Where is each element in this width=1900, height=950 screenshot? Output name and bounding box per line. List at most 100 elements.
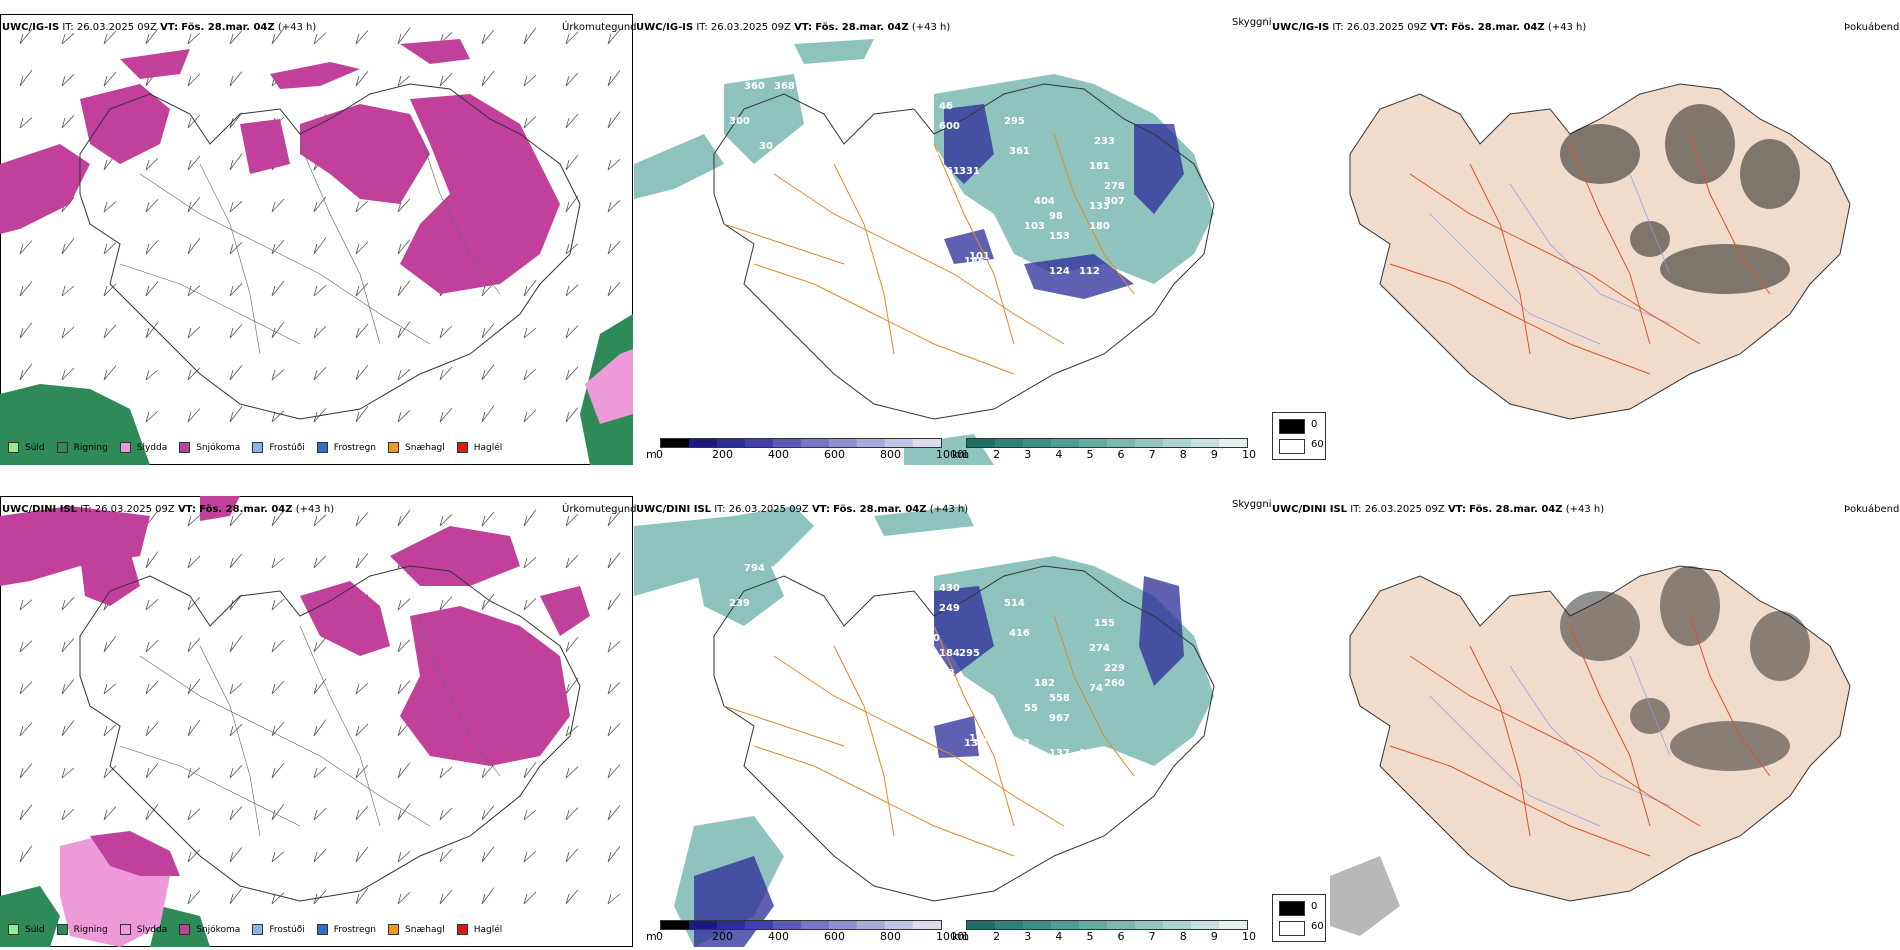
fog-legend-swatch-60	[1279, 439, 1305, 454]
fog-panel-1	[1270, 14, 1900, 465]
cloud-base-label: 18	[759, 623, 773, 634]
legend-item: Haglél	[456, 442, 502, 453]
wind-barb	[61, 808, 75, 821]
cloud-base-label: 181	[1089, 161, 1110, 172]
legend-label: Rigning	[73, 442, 108, 453]
wind-barb	[439, 325, 453, 339]
wind-barb	[481, 405, 495, 423]
wind-barb	[313, 849, 327, 863]
colorbar-segment	[995, 921, 1023, 929]
road-lines-orange	[723, 133, 1135, 375]
wind-barb	[523, 891, 537, 905]
wind-barb	[313, 678, 327, 695]
colorbar-segment	[1191, 921, 1219, 929]
wind-barb	[355, 553, 369, 569]
wind-barb	[607, 200, 621, 213]
colorbar-segment	[689, 921, 717, 929]
cloud-base-label: 295	[1004, 116, 1025, 127]
wind-barb	[313, 767, 327, 779]
colorbar-segment	[857, 439, 885, 447]
colorbar-tick: 400	[768, 930, 789, 943]
legend-label: Slydda	[136, 442, 168, 453]
wind-barb	[271, 510, 285, 527]
wind-barb	[481, 593, 495, 611]
wind-barb	[565, 31, 579, 45]
colorbar-segment	[1135, 921, 1163, 929]
wind-barb	[607, 682, 621, 695]
wind-barb	[523, 368, 537, 381]
colorbar-tick: 800	[880, 448, 901, 461]
cloud-base-label: 184	[939, 648, 960, 659]
wind-barb	[439, 889, 453, 905]
wind-barb	[19, 117, 33, 129]
wind-barb	[397, 27, 411, 45]
fog-map-1	[1349, 83, 1851, 420]
legend-label: Súld	[25, 442, 45, 453]
cloud-base-label: 229	[1104, 663, 1125, 674]
wind-barb	[313, 196, 327, 213]
cloud-base-label: 133	[1089, 201, 1110, 212]
colorbar-segment	[1219, 921, 1247, 929]
wind-barb	[355, 405, 369, 423]
precip-legend-1: Súld Rigning Slydda Snjókoma Frostúði Frostre…	[8, 442, 514, 453]
cloud-base-label: 130	[964, 738, 985, 749]
colorbar-segment	[661, 439, 689, 447]
wind-barb	[565, 407, 579, 423]
cloud-base-label: 55	[1024, 703, 1038, 714]
wind-barb	[229, 806, 243, 821]
wind-barb	[61, 597, 75, 611]
wind-barb	[145, 599, 159, 611]
cloud-base-label: 161	[939, 166, 960, 177]
cloud-base-label: 232	[899, 101, 920, 112]
colorbar-tick: 1	[962, 448, 969, 461]
legend-swatch	[316, 442, 328, 453]
cloud-base-label: 183	[874, 121, 895, 132]
legend-item: Frostúði	[252, 924, 305, 935]
wind-barb	[397, 369, 411, 381]
legend-label: Snæhagl	[405, 924, 445, 935]
colorbar-tick: 6	[1117, 930, 1125, 943]
wind-barb	[397, 598, 411, 611]
wind-barb	[481, 70, 495, 87]
wind-barb	[145, 369, 159, 381]
wind-barb	[187, 514, 201, 527]
cloud-base-label: 74	[1089, 683, 1103, 694]
cloud-base-label: 182	[1034, 678, 1055, 689]
wind-barb	[103, 365, 117, 381]
cloud-base-label: 300	[729, 116, 750, 127]
fog-header-1: UWC/IG-IS IT: 26.03.2025 09Z VT: Fös. 28…	[1272, 22, 1587, 33]
wind-barb	[313, 326, 327, 339]
wind-barb	[607, 893, 621, 905]
wind-barb	[19, 240, 33, 255]
wind-barb	[565, 725, 579, 737]
wind-barb	[355, 682, 369, 695]
wind-barb	[271, 680, 285, 695]
legend-label: Snjókoma	[196, 924, 241, 935]
wind-barb	[481, 511, 495, 527]
colorbar-tick: 400	[768, 448, 789, 461]
colorbar-tick: 8	[1179, 448, 1187, 461]
wind-barb	[61, 767, 75, 779]
wind-barb	[145, 240, 159, 255]
wind-barb	[607, 805, 621, 821]
colorbar-segment	[885, 921, 913, 929]
colorbar-segment	[1023, 921, 1051, 929]
colorbar-tick: 200	[712, 448, 733, 461]
colorbar-tick: 0	[656, 448, 663, 461]
wind-barb	[397, 410, 411, 423]
colorbar-segment	[1191, 439, 1219, 447]
legend-label: Frostúði	[269, 924, 305, 935]
cloud-base-label: 249	[939, 603, 960, 614]
wind-barb	[565, 677, 579, 695]
wind-barb	[271, 321, 285, 339]
colorbar-tick: 4	[1055, 930, 1063, 943]
wind-barb	[271, 369, 285, 381]
wind-barb	[523, 409, 537, 423]
cloud-base-label: 155	[1094, 618, 1115, 629]
colorbar-tick: 200	[712, 930, 733, 943]
wind-barb	[607, 723, 621, 737]
colorbar-segment	[829, 439, 857, 447]
cloud-base-label: 193	[1009, 738, 1030, 749]
colorbar-segment	[885, 439, 913, 447]
